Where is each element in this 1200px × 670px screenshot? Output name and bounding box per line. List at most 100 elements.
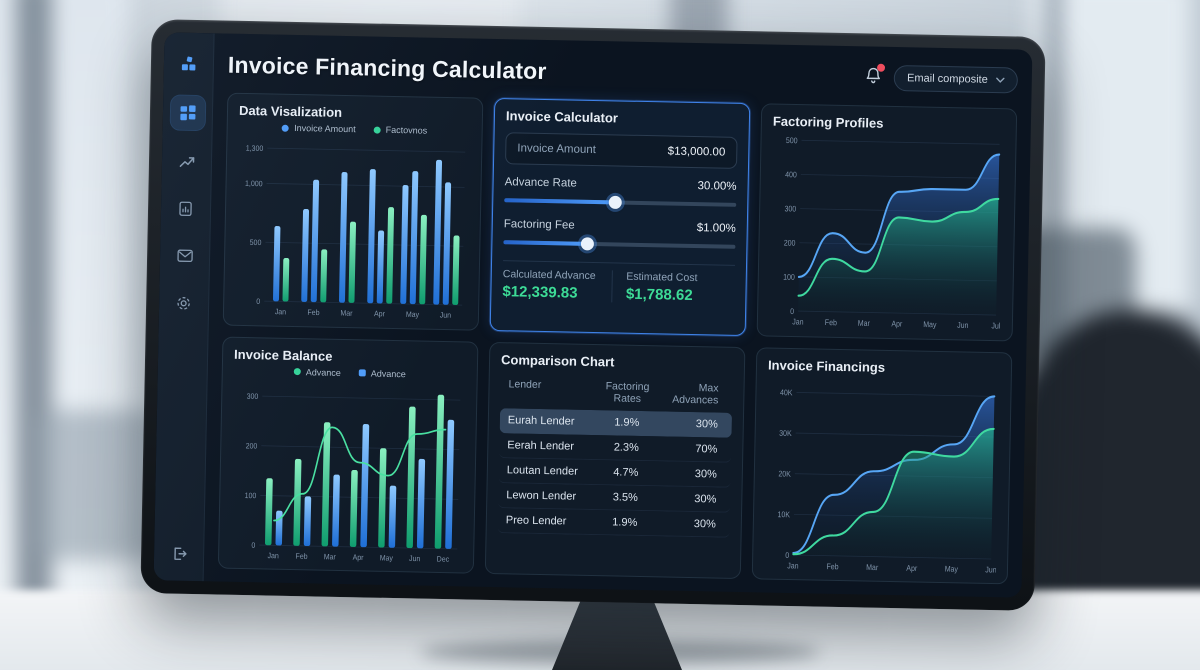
svg-text:100: 100 [783, 272, 795, 282]
settings-icon[interactable] [168, 287, 199, 318]
svg-text:300: 300 [247, 391, 259, 401]
panel-invoice-financings: Invoice Financings 40K 30K 20K 10K 0 Jan Feb Ma… [751, 346, 1013, 585]
comparison-table: Lender Factoring Rates Max Advances Eura… [497, 374, 733, 538]
area-chart: 40K 30K 20K 10K 0 Jan Feb Mar Apr May Jun [764, 375, 1000, 576]
svg-text:Jan: Jan [275, 307, 286, 317]
advance-rate-slider[interactable] [504, 195, 737, 210]
svg-text:30K: 30K [779, 428, 792, 438]
svg-text:0: 0 [785, 550, 789, 560]
svg-text:10K: 10K [777, 509, 790, 519]
trend-icon[interactable] [171, 147, 202, 178]
svg-text:20K: 20K [778, 468, 791, 478]
svg-text:May: May [945, 563, 959, 573]
monitor: Invoice Financing Calculator Email compo… [140, 19, 1046, 611]
calculated-advance-value: $12,339.83 [502, 283, 578, 302]
svg-text:1,300: 1,300 [246, 143, 264, 153]
svg-text:500: 500 [250, 237, 262, 247]
svg-text:1,000: 1,000 [245, 179, 263, 189]
svg-text:May: May [380, 552, 394, 562]
invoice-amount-placeholder: Invoice Amount [517, 142, 597, 157]
svg-text:Apr: Apr [353, 552, 365, 562]
svg-text:300: 300 [784, 204, 796, 214]
svg-text:500: 500 [786, 136, 798, 146]
logout-icon[interactable] [163, 538, 194, 569]
table-row[interactable]: Preo Lender 1.9% 30% [497, 507, 731, 538]
panel-title: Factoring Profiles [772, 113, 884, 131]
blocks-icon[interactable] [173, 49, 204, 80]
legend-item: Advance [293, 367, 341, 377]
svg-text:400: 400 [785, 170, 797, 180]
chevron-down-icon [996, 77, 1005, 83]
bar-chart: 1,300 1,000 500 0 Jan Feb Mar Apr May Jun [235, 134, 471, 322]
account-dropdown-label: Email composite [906, 72, 988, 86]
panel-title: Comparison Chart [500, 351, 615, 369]
topbar: Invoice Financing Calculator Email compo… [228, 44, 1019, 102]
svg-text:Jun: Jun [409, 553, 420, 563]
svg-text:Apr: Apr [891, 319, 903, 329]
bar-line-chart: 300 200 100 0 Jan Feb Mar Apr May Jun Dec [230, 377, 466, 565]
calculator-results: Calculated Advance $12,339.83 Estimated … [502, 260, 736, 305]
panel-factoring-profiles: Factoring Profiles 500 400 300 200 100 0 Jan Fe… [756, 103, 1018, 341]
svg-text:Jan: Jan [787, 560, 798, 570]
factoring-fee-thumb[interactable] [580, 237, 594, 251]
svg-text:Jan: Jan [268, 550, 279, 560]
svg-text:May: May [406, 309, 420, 319]
panel-data-visualization: Data Visalization Invoice Amount Factovno… [222, 92, 484, 331]
svg-text:0: 0 [256, 296, 260, 306]
estimated-cost-value: $1,788.62 [625, 285, 693, 304]
advance-rate-value: 30.00% [697, 180, 737, 193]
account-dropdown[interactable]: Email composite [893, 64, 1019, 94]
legend-item: Advance [358, 368, 406, 379]
dashboard-icon[interactable] [170, 95, 205, 131]
dashboard-grid: Data Visalization Invoice Amount Factovno… [217, 92, 1018, 585]
legend-item: Invoice Amount [282, 123, 356, 134]
svg-text:Jul: Jul [991, 321, 1000, 331]
factoring-fee-value: $1.00% [696, 222, 736, 235]
legend-item: Factovnos [373, 125, 427, 136]
svg-text:May: May [923, 320, 937, 330]
svg-text:40K: 40K [780, 387, 793, 397]
sidebar [153, 32, 215, 582]
advance-rate-label: Advance Rate [504, 176, 578, 190]
svg-text:Feb: Feb [826, 561, 838, 571]
notification-badge [877, 63, 886, 72]
svg-text:Jan: Jan [792, 317, 803, 327]
page-title: Invoice Financing Calculator [227, 51, 547, 84]
panel-title: Invoice Calculator [505, 108, 619, 126]
svg-text:Mar: Mar [858, 318, 871, 328]
svg-text:Apr: Apr [906, 563, 918, 573]
advance-rate-thumb[interactable] [608, 195, 623, 210]
svg-text:200: 200 [246, 440, 258, 450]
factoring-fee-slider[interactable] [503, 237, 736, 251]
factoring-fee-fill [503, 240, 587, 246]
svg-text:Apr: Apr [374, 309, 386, 319]
calculated-advance-label: Calculated Advance [502, 268, 596, 283]
svg-text:0: 0 [790, 306, 794, 316]
svg-text:Jun: Jun [440, 310, 451, 320]
bell-icon[interactable] [865, 63, 886, 89]
document-icon[interactable] [170, 194, 201, 225]
factoring-fee-label: Factoring Fee [503, 218, 575, 232]
svg-text:Dec: Dec [437, 554, 450, 564]
svg-text:200: 200 [784, 238, 796, 248]
svg-text:Feb: Feb [825, 318, 837, 328]
panel-invoice-calculator: Invoice Calculator Invoice Amount $13,00… [489, 97, 751, 336]
svg-text:Mar: Mar [340, 308, 353, 318]
office-chair [38, 410, 158, 560]
svg-text:Mar: Mar [324, 551, 337, 561]
dashboard-screen: Invoice Financing Calculator Email compo… [153, 32, 1033, 598]
estimated-cost-label: Estimated Cost [626, 270, 698, 285]
panel-comparison-chart: Comparison Chart Lender Factoring Rates … [484, 341, 746, 580]
area-chart: 500 400 300 200 100 0 Jan Feb Mar Apr May Jun Jul [769, 132, 1005, 333]
main-content: Invoice Financing Calculator Email compo… [204, 33, 1033, 597]
svg-text:Jun: Jun [957, 320, 968, 330]
panel-title: Invoice Financings [767, 357, 886, 375]
svg-text:Feb: Feb [295, 551, 307, 561]
panel-title: Data Visalization [238, 102, 343, 120]
comparison-table-header: Lender Factoring Rates Max Advances [508, 377, 719, 407]
panel-invoice-balance: Invoice Balance Advance Advance 300 200 100… [217, 336, 479, 574]
mail-icon[interactable] [169, 240, 200, 271]
invoice-amount-input[interactable]: Invoice Amount $13,000.00 [505, 132, 738, 169]
panel-title: Invoice Balance [233, 346, 333, 364]
comparison-table-body: Eurah Lender 1.9% 30% Eerah Lender 2.3% 70% Lo… [497, 407, 733, 538]
